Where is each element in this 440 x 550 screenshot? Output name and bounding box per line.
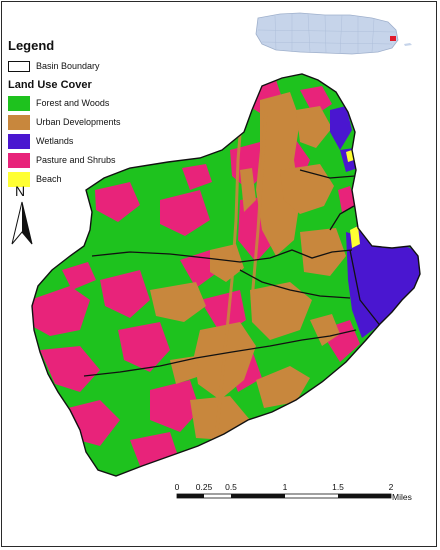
scale-label-1-5: 1.5 [332, 482, 344, 492]
legend: Legend Basin Boundary Land Use Cover For… [8, 38, 168, 190]
legend-item-basin-boundary: Basin Boundary [8, 59, 168, 73]
scale-bar: 0 0.25 0.5 1 1.5 2 Miles [168, 482, 418, 512]
scale-bar-graphic [176, 493, 392, 499]
urban-label: Urban Developments [36, 117, 121, 127]
basin-boundary-label: Basin Boundary [36, 61, 100, 71]
legend-item-wetlands: Wetlands [8, 133, 168, 149]
north-arrow-icon [11, 201, 33, 245]
puerto-rico-locator-icon [255, 12, 412, 55]
pasture-label: Pasture and Shrubs [36, 155, 116, 165]
legend-item-beach: Beach [8, 171, 168, 187]
scale-label-0-25: 0.25 [195, 482, 213, 492]
legend-item-pasture: Pasture and Shrubs [8, 152, 168, 168]
scale-label-2: 2 [388, 482, 394, 492]
scale-label-0-5: 0.5 [225, 482, 237, 492]
forest-label: Forest and Woods [36, 98, 110, 108]
north-label: N [15, 183, 26, 199]
basin-boundary-swatch [8, 60, 30, 72]
land-use-cover-title: Land Use Cover [8, 79, 92, 91]
wetlands-swatch [8, 133, 30, 149]
legend-item-forest: Forest and Woods [8, 95, 168, 111]
scale-label-0: 0 [174, 482, 180, 492]
beach-swatch [8, 171, 30, 187]
wetlands-label: Wetlands [36, 136, 74, 146]
legend-item-urban: Urban Developments [8, 114, 168, 130]
scale-label-1: 1 [282, 482, 288, 492]
basin-boundary [31, 73, 421, 477]
scale-units: Miles [392, 492, 412, 502]
beach-label: Beach [36, 174, 62, 184]
pasture-swatch [8, 152, 30, 168]
legend-title: Legend [8, 38, 55, 53]
forest-swatch [8, 95, 30, 111]
urban-swatch [8, 114, 30, 130]
